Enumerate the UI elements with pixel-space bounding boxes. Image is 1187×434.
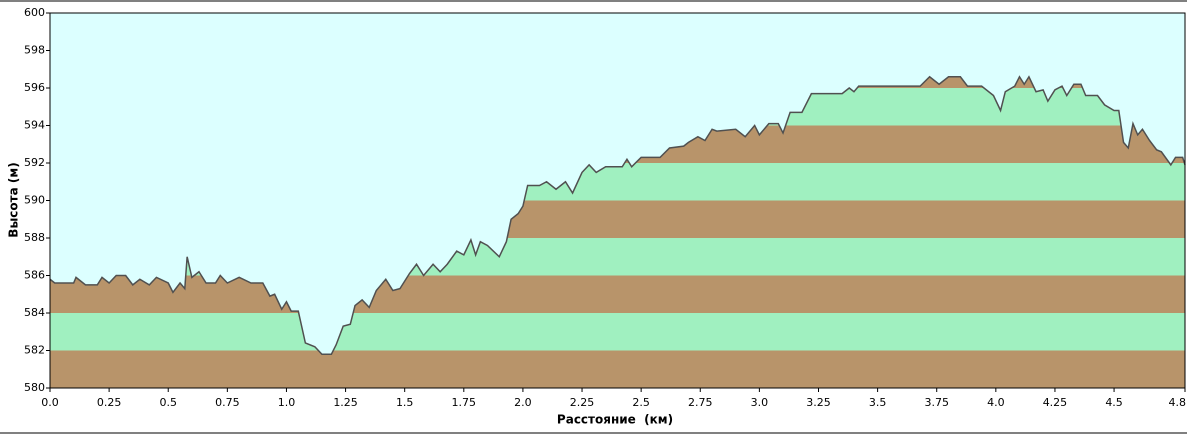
y-tick-label: 586 [24, 269, 45, 282]
y-axis-title: Высота (м) [7, 162, 21, 237]
x-tick-label: 3.75 [924, 396, 949, 409]
x-tick-label: 1.75 [452, 396, 477, 409]
x-tick-label: 2.0 [514, 396, 532, 409]
y-tick-label: 596 [24, 81, 45, 94]
x-tick-label: 2.75 [688, 396, 713, 409]
x-tick-label: 4.0 [987, 396, 1005, 409]
x-tick-label: 4.25 [1043, 396, 1068, 409]
y-tick-label: 600 [24, 6, 45, 19]
x-tick-label: 4.5 [1105, 396, 1123, 409]
elevation-band [50, 350, 1185, 388]
x-tick-label: 0.75 [215, 396, 240, 409]
x-tick-label: 0.0 [41, 396, 59, 409]
y-tick-label: 592 [24, 156, 45, 169]
x-tick-label: 1.25 [333, 396, 358, 409]
y-tick-label: 590 [24, 194, 45, 207]
x-tick-label: 2.25 [570, 396, 595, 409]
x-tick-label: 0.5 [159, 396, 177, 409]
x-tick-label: 1.5 [396, 396, 414, 409]
y-tick-label: 582 [24, 344, 45, 357]
profile-line [49, 75, 1186, 355]
x-tick-label: 2.5 [632, 396, 650, 409]
y-tick-label: 584 [24, 306, 45, 319]
x-axis-title: Расстояние (км) [557, 413, 673, 427]
y-tick-label: 580 [24, 381, 45, 394]
elevation-band [50, 275, 1185, 313]
x-tick-label: 1.0 [278, 396, 296, 409]
y-tick-label: 588 [24, 231, 45, 244]
x-tick-label: 0.25 [97, 396, 122, 409]
y-tick-label: 594 [24, 119, 45, 132]
y-tick-label: 598 [24, 44, 45, 57]
x-tick-label: 4.8 [1169, 396, 1187, 409]
x-tick-label: 3.0 [751, 396, 769, 409]
elevation-band [50, 313, 1185, 351]
x-tick-label: 3.25 [806, 396, 831, 409]
x-tick-label: 3.5 [869, 396, 887, 409]
